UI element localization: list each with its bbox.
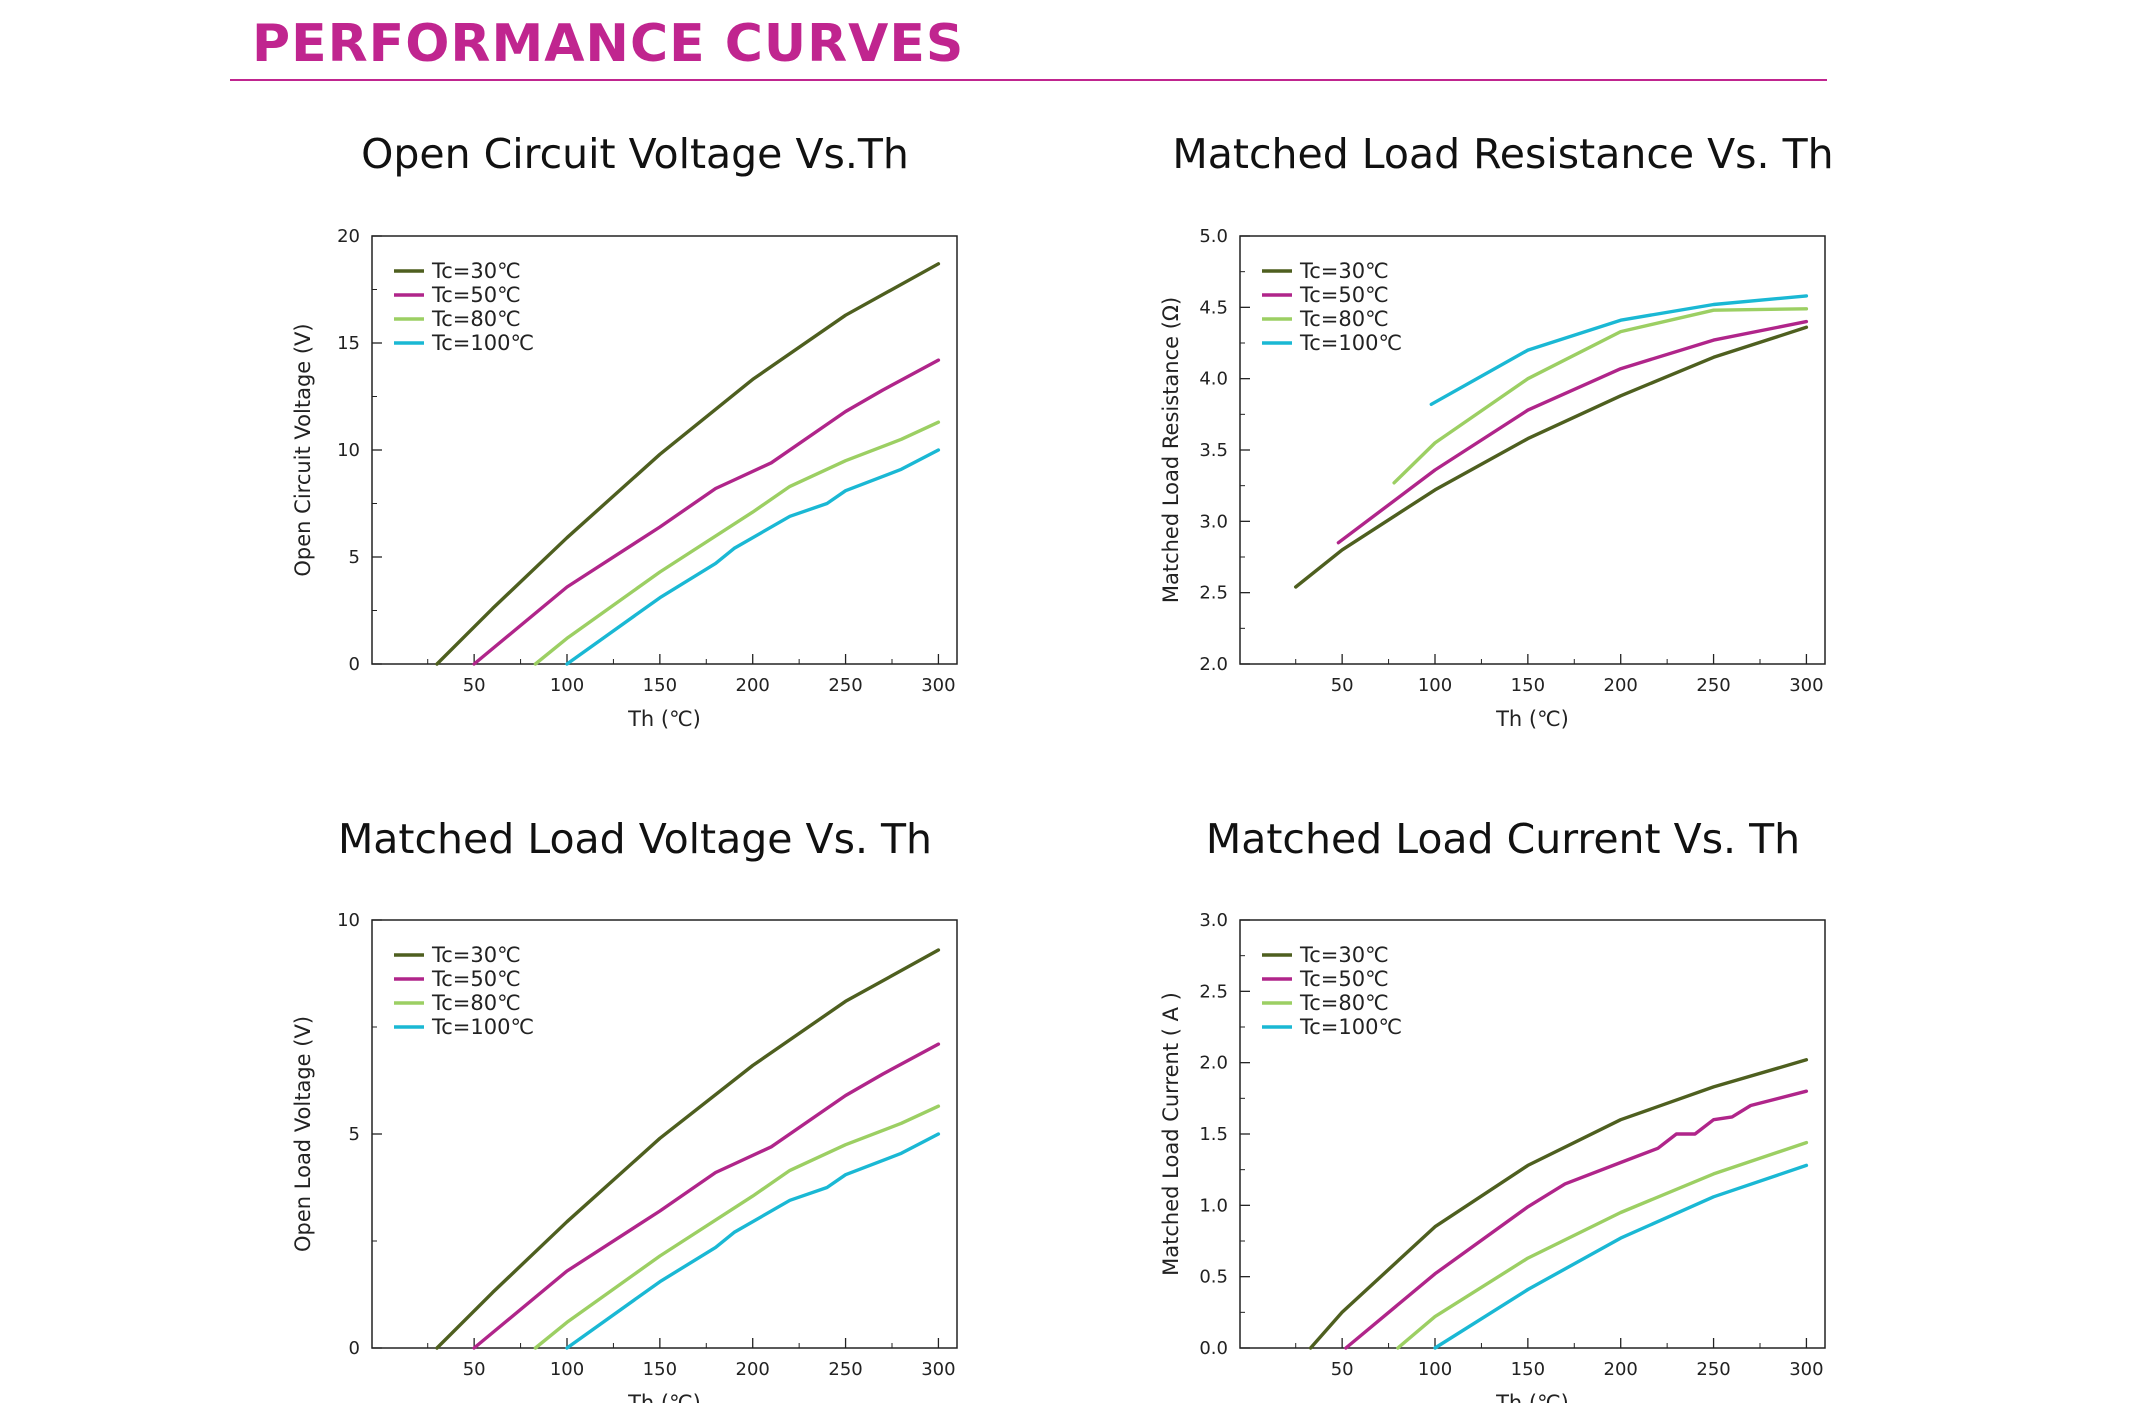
y-tick-label: 10 [337, 440, 360, 461]
x-tick-label: 100 [1418, 1359, 1452, 1380]
x-tick-label: 50 [1331, 1359, 1354, 1380]
series-line-3 [1396, 1140, 1809, 1350]
x-tick-label: 100 [550, 675, 584, 696]
legend-entry: Tc=80℃ [1299, 307, 1389, 331]
y-axis-label: Open Circuit Voltage (V) [291, 323, 315, 576]
y-tick-label: 1.5 [1199, 1124, 1228, 1145]
legend-entry: Tc=50℃ [431, 283, 521, 307]
series-line-2 [472, 358, 941, 666]
series-line-1 [435, 948, 941, 1350]
series-line-3 [533, 1104, 941, 1350]
page-title: PERFORMANCE CURVES [252, 14, 965, 74]
legend-entry: Tc=30℃ [1299, 259, 1389, 283]
series-line-3 [1392, 307, 1809, 485]
x-tick-label: 150 [643, 675, 677, 696]
chart-matched-load-resistance: 50 100 150 200 250 300 2.0 2.5 3.0 3.5 4.0 4.5 5.0 Th… [1159, 226, 1826, 731]
chart-title-matched-load-voltage: Matched Load Voltage Vs. Th [337, 815, 933, 863]
y-tick-label: 2.0 [1199, 1053, 1228, 1074]
legend-entry: Tc=80℃ [431, 307, 521, 331]
y-tick-label: 0.0 [1199, 1338, 1228, 1359]
series-line-2 [1336, 319, 1809, 545]
y-tick-label: 0.5 [1199, 1267, 1228, 1288]
legend-entry: Tc=100℃ [431, 1015, 534, 1039]
y-tick-label: 3.0 [1199, 511, 1228, 532]
x-axis-label: Th (℃) [627, 707, 701, 731]
x-axis-label: Th (℃) [1495, 707, 1569, 731]
chart-title-matched-load-current: Matched Load Current Vs. Th [1205, 815, 1801, 863]
x-tick-label: 300 [921, 675, 955, 696]
legend-entry: Tc=100℃ [1299, 1015, 1402, 1039]
x-tick-label: 200 [1604, 1359, 1638, 1380]
legend-entry: Tc=50℃ [431, 967, 521, 991]
y-tick-label: 2.5 [1199, 981, 1228, 1002]
x-tick-label: 300 [921, 1359, 955, 1380]
legend-entry: Tc=30℃ [431, 259, 521, 283]
x-tick-label: 300 [1789, 675, 1823, 696]
chart-matched-load-current: 50 100 150 200 250 300 0.0 0.5 1.0 1.5 2.0 2.5 3.0 Th… [1159, 910, 1826, 1403]
x-tick-label: 250 [828, 675, 862, 696]
y-tick-label: 20 [337, 226, 360, 247]
series-line-4 [565, 448, 941, 666]
legend-entry: Tc=80℃ [431, 991, 521, 1015]
series-line-2 [472, 1042, 941, 1350]
y-tick-label: 0 [349, 654, 360, 675]
x-tick-label: 200 [1604, 675, 1638, 696]
x-tick-label: 50 [463, 675, 486, 696]
y-tick-label: 3.5 [1199, 440, 1228, 461]
legend-entry: Tc=50℃ [1299, 967, 1389, 991]
series-line-1 [1294, 325, 1809, 589]
x-axis-label: Th (℃) [627, 1391, 701, 1403]
x-tick-label: 150 [1511, 675, 1545, 696]
legend-entry: Tc=30℃ [431, 943, 521, 967]
series-line-2 [1344, 1089, 1809, 1350]
chart-title-matched-load-resistance: Matched Load Resistance Vs. Th [1172, 130, 1834, 178]
y-axis-label: Matched Load Current ( A ) [1159, 992, 1183, 1276]
x-tick-label: 250 [1696, 675, 1730, 696]
x-tick-label: 200 [736, 1359, 770, 1380]
legend-entry: Tc=80℃ [1299, 991, 1389, 1015]
y-tick-label: 4.5 [1199, 297, 1228, 318]
y-tick-label: 4.0 [1199, 369, 1228, 390]
y-tick-label: 1.0 [1199, 1195, 1228, 1216]
series-line-4 [565, 1132, 941, 1350]
title-divider [230, 79, 1827, 81]
y-tick-label: 5 [349, 547, 360, 568]
series-line-1 [1308, 1058, 1809, 1350]
x-axis-label: Th (℃) [1495, 1391, 1569, 1403]
y-tick-label: 5 [349, 1124, 360, 1145]
series-line-4 [1429, 294, 1809, 406]
y-axis-label: Matched Load Resistance (Ω) [1159, 297, 1183, 603]
x-tick-label: 100 [1418, 675, 1452, 696]
x-tick-label: 150 [643, 1359, 677, 1380]
x-tick-label: 150 [1511, 1359, 1545, 1380]
y-tick-label: 2.0 [1199, 654, 1228, 675]
chart-title-open-circuit-voltage: Open Circuit Voltage Vs.Th [361, 130, 909, 178]
y-axis-label: Open Load Voltage (V) [291, 1016, 315, 1252]
x-tick-label: 200 [736, 675, 770, 696]
x-tick-label: 300 [1789, 1359, 1823, 1380]
series-line-4 [1433, 1163, 1809, 1350]
y-tick-label: 2.5 [1199, 583, 1228, 604]
y-tick-label: 0 [349, 1338, 360, 1359]
x-tick-label: 50 [463, 1359, 486, 1380]
chart-matched-load-voltage: 50 100 150 200 250 300 0 5 10 Th (℃) Open Load Vol… [291, 910, 958, 1403]
legend-entry: Tc=50℃ [1299, 283, 1389, 307]
legend-entry: Tc=100℃ [431, 331, 534, 355]
legend-entry: Tc=30℃ [1299, 943, 1389, 967]
x-tick-label: 50 [1331, 675, 1354, 696]
x-tick-label: 250 [828, 1359, 862, 1380]
x-tick-label: 100 [550, 1359, 584, 1380]
y-tick-label: 15 [337, 333, 360, 354]
series-line-1 [435, 262, 941, 666]
y-tick-label: 10 [337, 910, 360, 931]
legend-entry: Tc=100℃ [1299, 331, 1402, 355]
chart-open-circuit-voltage: 50 100 150 200 250 300 0 5 10 15 20 Th (℃) Open Circ… [291, 226, 958, 731]
x-tick-label: 250 [1696, 1359, 1730, 1380]
y-tick-label: 3.0 [1199, 910, 1228, 931]
series-line-3 [533, 420, 941, 666]
y-tick-label: 5.0 [1199, 226, 1228, 247]
